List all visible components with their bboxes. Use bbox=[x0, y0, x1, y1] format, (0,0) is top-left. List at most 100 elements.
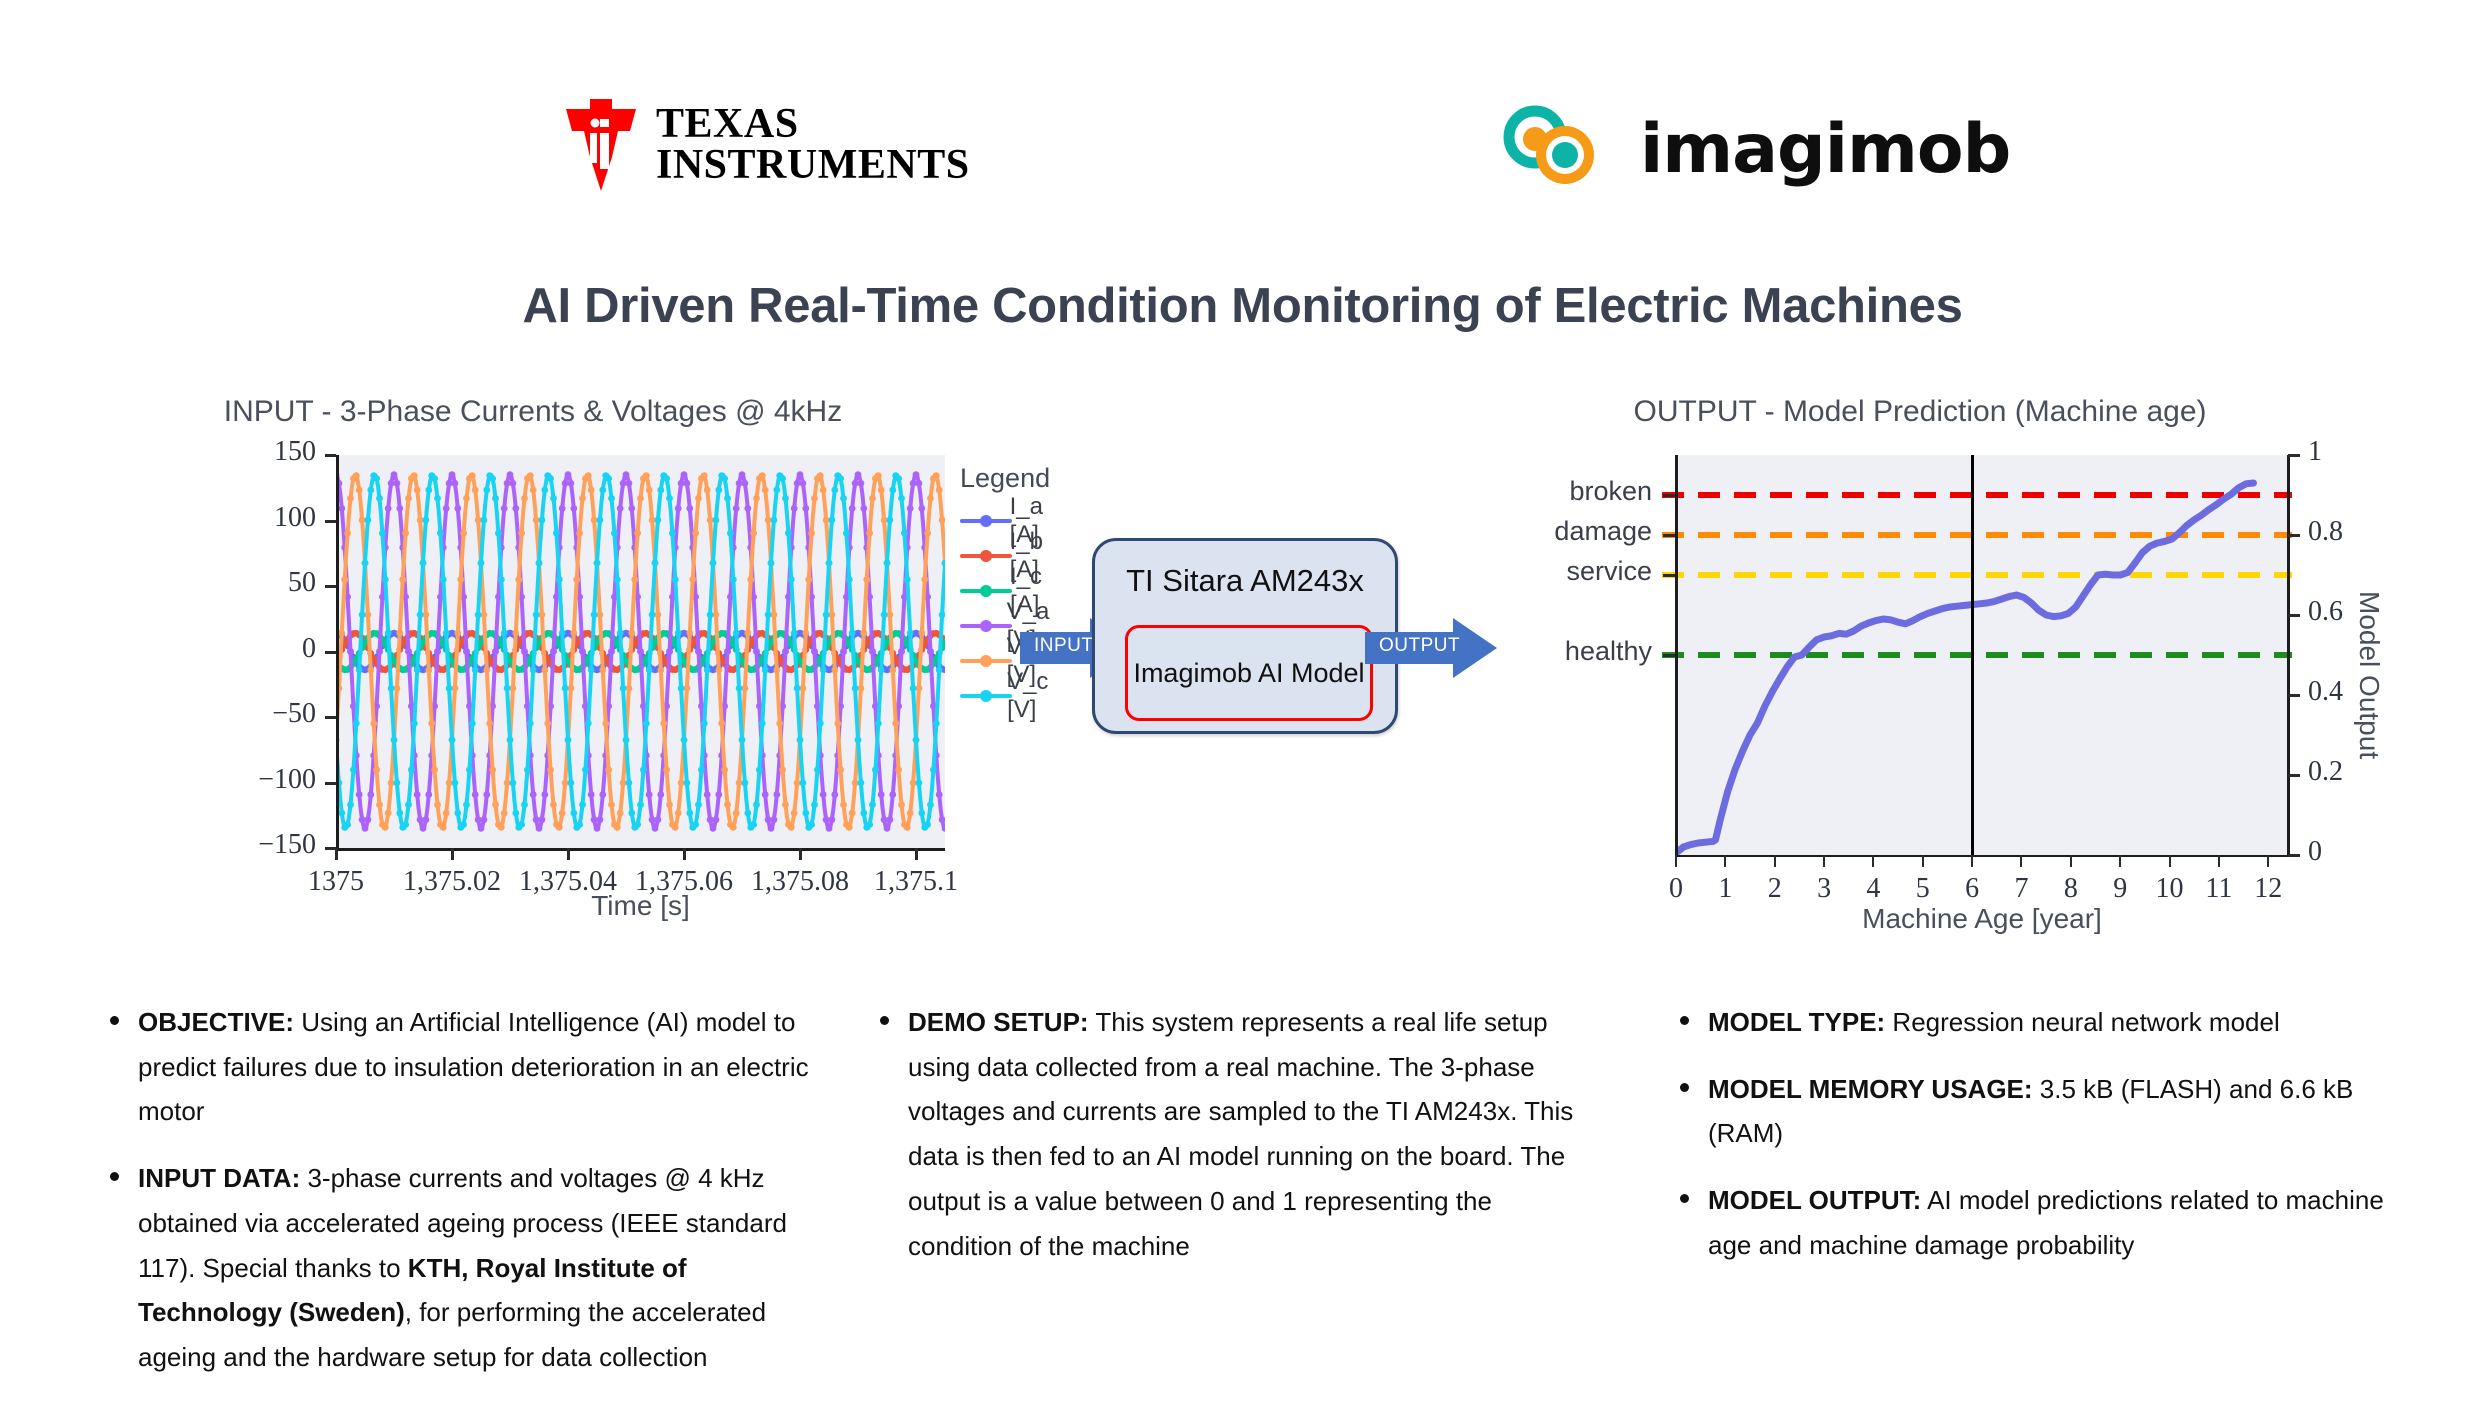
right-x-tick-label: 1 bbox=[1718, 873, 1733, 904]
bullet-sections: OBJECTIVE: Using an Artificial Intellige… bbox=[0, 1000, 2485, 1372]
left-x-tick-label: 1,375.08 bbox=[751, 866, 849, 897]
right-x-tickmark bbox=[2217, 855, 2220, 867]
imagimob-wordmark: imagimob bbox=[1640, 109, 2011, 189]
left-y-tick-label: −100 bbox=[258, 763, 316, 795]
right-x-tickmark bbox=[2069, 855, 2072, 867]
legend-swatch-VaV bbox=[960, 617, 1012, 635]
left-y-tickmark bbox=[325, 781, 336, 785]
right-y-axis-label: Model Output bbox=[2354, 591, 2385, 760]
bullet-item: MODEL TYPE: Regression neural network mo… bbox=[1660, 1000, 2420, 1045]
right-y-axis-left bbox=[1675, 455, 1678, 855]
right-y-tick-label: 1 bbox=[2308, 436, 2322, 467]
right-x-tickmark bbox=[1773, 855, 1776, 867]
right-x-tick-label: 5 bbox=[1915, 873, 1930, 904]
legend-title: Legend bbox=[960, 463, 1051, 493]
bullet-heading: MODEL TYPE: bbox=[1708, 1007, 1886, 1037]
legend-item-label: I_a [A] bbox=[1009, 492, 1043, 548]
left-x-tick-label: 1,375.06 bbox=[635, 866, 733, 897]
left-x-tick-label: 1375 bbox=[308, 866, 364, 897]
left-x-tickmark bbox=[915, 848, 918, 860]
right-x-tick-label: 2 bbox=[1767, 873, 1782, 904]
ti-wordmark: TEXAS INSTRUMENTS bbox=[656, 103, 970, 186]
right-x-tickmark bbox=[1872, 855, 1875, 867]
right-x-tickmark bbox=[1971, 855, 1974, 867]
left-x-tickmark bbox=[451, 848, 454, 860]
ai-model-box: Imagimob AI Model bbox=[1125, 625, 1373, 721]
processing-pipeline-diagram: INPUT TI Sitara AM243x Imagimob AI Model… bbox=[1020, 530, 1500, 745]
left-y-tickmark bbox=[325, 650, 336, 654]
input-arrow-label: INPUT bbox=[1034, 635, 1094, 656]
legend-item[interactable]: I_b [A] bbox=[960, 528, 1064, 583]
left-y-tickmark bbox=[325, 585, 336, 588]
right-chart-title: OUTPUT - Model Prediction (Machine age) bbox=[1633, 395, 2207, 428]
threshold-label-healthy: healthy bbox=[1564, 636, 1652, 666]
right-x-tick-label: 6 bbox=[1965, 873, 1980, 904]
left-chart-title: INPUT - 3-Phase Currents & Voltages @ 4k… bbox=[223, 395, 843, 428]
texas-instruments-logo: TEXAS INSTRUMENTS bbox=[560, 95, 970, 195]
left-x-tick-label: 1,375.1 bbox=[874, 866, 958, 897]
right-y-tickmark bbox=[2288, 614, 2300, 617]
bullet-column-model: MODEL TYPE: Regression neural network mo… bbox=[1660, 1000, 2420, 1290]
imagimob-logo: imagimob bbox=[1493, 99, 2011, 199]
bullet-emphasis: KTH, Royal Institute of Technology (Swed… bbox=[138, 1252, 687, 1328]
right-x-tickmark bbox=[1724, 855, 1727, 867]
right-y-tickmark bbox=[2288, 854, 2300, 857]
left-y-tick-label: 50 bbox=[288, 567, 316, 598]
bullet-body: AI model predictions related to machine … bbox=[1708, 1185, 2384, 1260]
left-x-axis bbox=[336, 848, 945, 851]
left-y-tick-label: 150 bbox=[274, 436, 316, 467]
model-prediction-chart: OUTPUT - Model Prediction (Machine age) … bbox=[1540, 395, 2440, 935]
threshold-tickmark bbox=[1663, 574, 1676, 577]
bullet-body: This system represents a real life setup… bbox=[908, 1007, 1574, 1261]
threshold-line-broken bbox=[1662, 492, 2292, 498]
left-x-tickmark bbox=[567, 848, 570, 860]
right-x-axis-label: Machine Age [year] bbox=[1862, 903, 2102, 934]
output-arrow: OUTPUT bbox=[1365, 618, 1500, 678]
bullet-heading: MODEL OUTPUT: bbox=[1708, 1185, 1922, 1216]
bullet-heading: MODEL MEMORY USAGE: bbox=[1708, 1073, 2033, 1104]
legend-item-label: I_b [A] bbox=[1009, 527, 1043, 583]
left-y-axis bbox=[336, 455, 339, 848]
right-x-tickmark bbox=[2119, 855, 2122, 867]
threshold-line-healthy bbox=[1662, 652, 2292, 658]
right-y-tickmark bbox=[2288, 774, 2300, 777]
ai-model-label: Imagimob AI Model bbox=[1133, 657, 1365, 688]
right-y-tickmark bbox=[2288, 534, 2300, 537]
bullet-body: 3-phase currents and voltages @ 4 kHz ob… bbox=[138, 1163, 787, 1283]
legend-swatch-VbV bbox=[960, 652, 1012, 670]
legend-item[interactable]: I_a [A] bbox=[960, 493, 1064, 548]
bullet-heading: OBJECTIVE: bbox=[138, 1007, 295, 1037]
input-waveform-chart: INPUT - 3-Phase Currents & Voltages @ 4k… bbox=[120, 395, 1050, 935]
left-y-tickmark bbox=[325, 716, 336, 719]
threshold-label-service: service bbox=[1566, 556, 1652, 586]
legend-item[interactable]: V_c [V] bbox=[960, 668, 1064, 723]
right-y-tickmark bbox=[2288, 694, 2300, 697]
threshold-line-service bbox=[1662, 572, 2292, 578]
left-x-tick-label: 1,375.04 bbox=[519, 866, 617, 897]
threshold-tickmark bbox=[1663, 654, 1676, 657]
current-age-marker bbox=[1970, 455, 1974, 855]
bullet-body: 3.5 kB (FLASH) and 6.6 kB (RAM) bbox=[1708, 1073, 2354, 1149]
threshold-label-damage: damage bbox=[1554, 516, 1652, 546]
legend-item[interactable]: I_c [A] bbox=[960, 563, 1064, 618]
bullet-item: DEMO SETUP: This system represents a rea… bbox=[860, 1000, 1600, 1268]
left-y-tickmark bbox=[325, 519, 336, 523]
right-y-tick-label: 0.8 bbox=[2308, 516, 2343, 547]
left-y-tickmark bbox=[325, 454, 336, 457]
chip-title: TI Sitara AM243x bbox=[1126, 563, 1364, 598]
threshold-tickmark bbox=[1663, 494, 1676, 497]
legend-item-label: V_c [V] bbox=[1007, 667, 1049, 723]
right-y-tick-label: 0 bbox=[2308, 836, 2322, 867]
right-x-tick-label: 4 bbox=[1866, 873, 1881, 904]
right-y-tick-label: 0.4 bbox=[2308, 676, 2343, 707]
right-x-tickmark bbox=[1921, 855, 1924, 867]
ti-texas-mark-icon bbox=[560, 95, 642, 195]
left-y-tick-label: −50 bbox=[272, 698, 316, 729]
imagimob-mark-icon bbox=[1493, 99, 1618, 199]
right-x-tick-label: 8 bbox=[2063, 873, 2078, 904]
left-y-tick-label: 0 bbox=[302, 632, 316, 664]
legend-swatch-IaA bbox=[960, 512, 1012, 530]
right-x-tick-label: 9 bbox=[2113, 873, 2128, 904]
threshold-label-broken: broken bbox=[1569, 476, 1652, 506]
right-x-tickmark bbox=[2020, 855, 2023, 867]
